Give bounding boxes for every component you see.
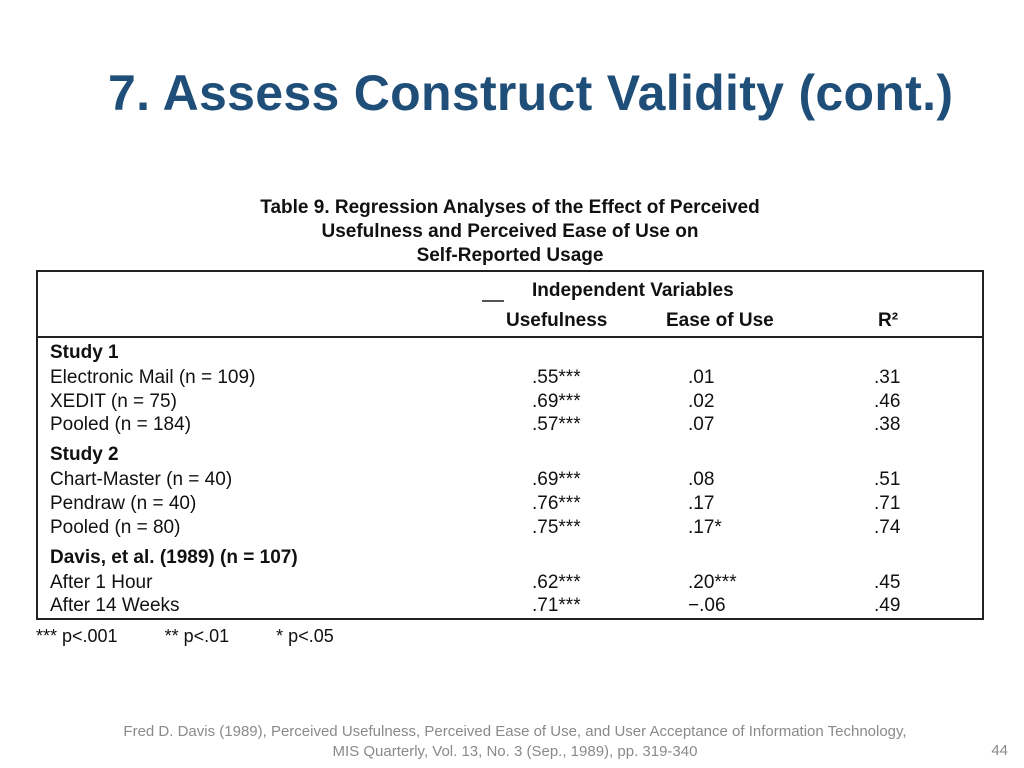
row-label: Study 1 [50,342,119,363]
regression-table: Independent Variables Usefulness Ease of… [36,270,984,620]
row-label: After 14 Weeks [50,595,180,616]
row-label: Electronic Mail (n = 109) [50,367,256,388]
page-number: 44 [991,742,1008,759]
footnote-p001: *** p<.001 [36,626,118,646]
footnote-p05: * p<.05 [276,626,334,646]
table-row: After 1 Hour .62*** .20*** .45 [38,572,982,596]
citation: Fred D. Davis (1989), Perceived Usefulne… [60,722,970,762]
usefulness-value: .75*** [532,517,581,538]
usefulness-value: .76*** [532,493,581,514]
table-row: Pooled (n = 184) .57*** .07 .38 [38,414,982,438]
ease-of-use-value: .08 [688,469,715,490]
citation-line: Fred D. Davis (1989), Perceived Usefulne… [123,723,907,740]
footnote-p01: ** p<.01 [164,626,230,646]
r-squared-value: .46 [874,391,901,412]
r-squared-value: .38 [874,414,901,435]
citation-line: MIS Quarterly, Vol. 13, No. 3 (Sep., 198… [332,743,698,760]
row-label: Chart-Master (n = 40) [50,469,233,490]
r-squared-value: .51 [874,469,901,490]
table-row: After 14 Weeks .71*** −.06 .49 [38,595,982,619]
row-label: Pooled (n = 80) [50,517,181,538]
ease-of-use-value: .20*** [688,572,737,593]
header-divider [38,336,982,338]
row-label: XEDIT (n = 75) [50,391,177,412]
ease-of-use-value: .01 [688,367,715,388]
table-caption-line: Table 9. Regression Analyses of the Effe… [260,197,760,218]
ease-of-use-column-header: Ease of Use [666,310,774,331]
row-label: Pooled (n = 184) [50,414,192,435]
table-row-study-1: Study 1 [38,342,982,366]
r-squared-value: .71 [874,493,901,514]
significance-footnote: *** p<.001 ** p<.01 * p<.05 [36,626,376,647]
slide-title: 7. Assess Construct Validity (cont.) [108,65,954,121]
row-label: Pendraw (n = 40) [50,493,197,514]
r-squared-column-header: R² [878,310,899,331]
table-row: Electronic Mail (n = 109) .55*** .01 .31 [38,367,982,391]
row-label: Davis, et al. (1989) (n = 107) [50,547,298,568]
usefulness-value: .69*** [532,391,581,412]
table-row-study-2: Study 2 [38,444,982,468]
usefulness-value: .55*** [532,367,581,388]
ease-of-use-value: −.06 [688,595,726,616]
table-row: Pooled (n = 80) .75*** .17* .74 [38,517,982,541]
table-row: Pendraw (n = 40) .76*** .17 .71 [38,493,982,517]
row-label: Study 2 [50,444,119,465]
usefulness-value: .57*** [532,414,581,435]
ease-of-use-value: .07 [688,414,715,435]
r-squared-value: .49 [874,595,901,616]
table-row-davis-study: Davis, et al. (1989) (n = 107) [38,547,982,571]
table-row: XEDIT (n = 75) .69*** .02 .46 [38,391,982,415]
table-caption-line: Self-Reported Usage [416,245,604,266]
table-caption: Table 9. Regression Analyses of the Effe… [180,196,840,268]
decorative-dash [482,300,504,302]
table-caption-line: Usefulness and Perceived Ease of Use on [321,221,699,242]
usefulness-value: .71*** [532,595,581,616]
row-label: After 1 Hour [50,572,153,593]
ease-of-use-value: .02 [688,391,715,412]
table-row: Chart-Master (n = 40) .69*** .08 .51 [38,469,982,493]
usefulness-column-header: Usefulness [506,310,608,331]
r-squared-value: .31 [874,367,901,388]
independent-variables-header: Independent Variables [532,280,734,301]
r-squared-value: .45 [874,572,901,593]
usefulness-value: .62*** [532,572,581,593]
ease-of-use-value: .17 [688,493,715,514]
r-squared-value: .74 [874,517,901,538]
usefulness-value: .69*** [532,469,581,490]
ease-of-use-value: .17* [688,517,722,538]
